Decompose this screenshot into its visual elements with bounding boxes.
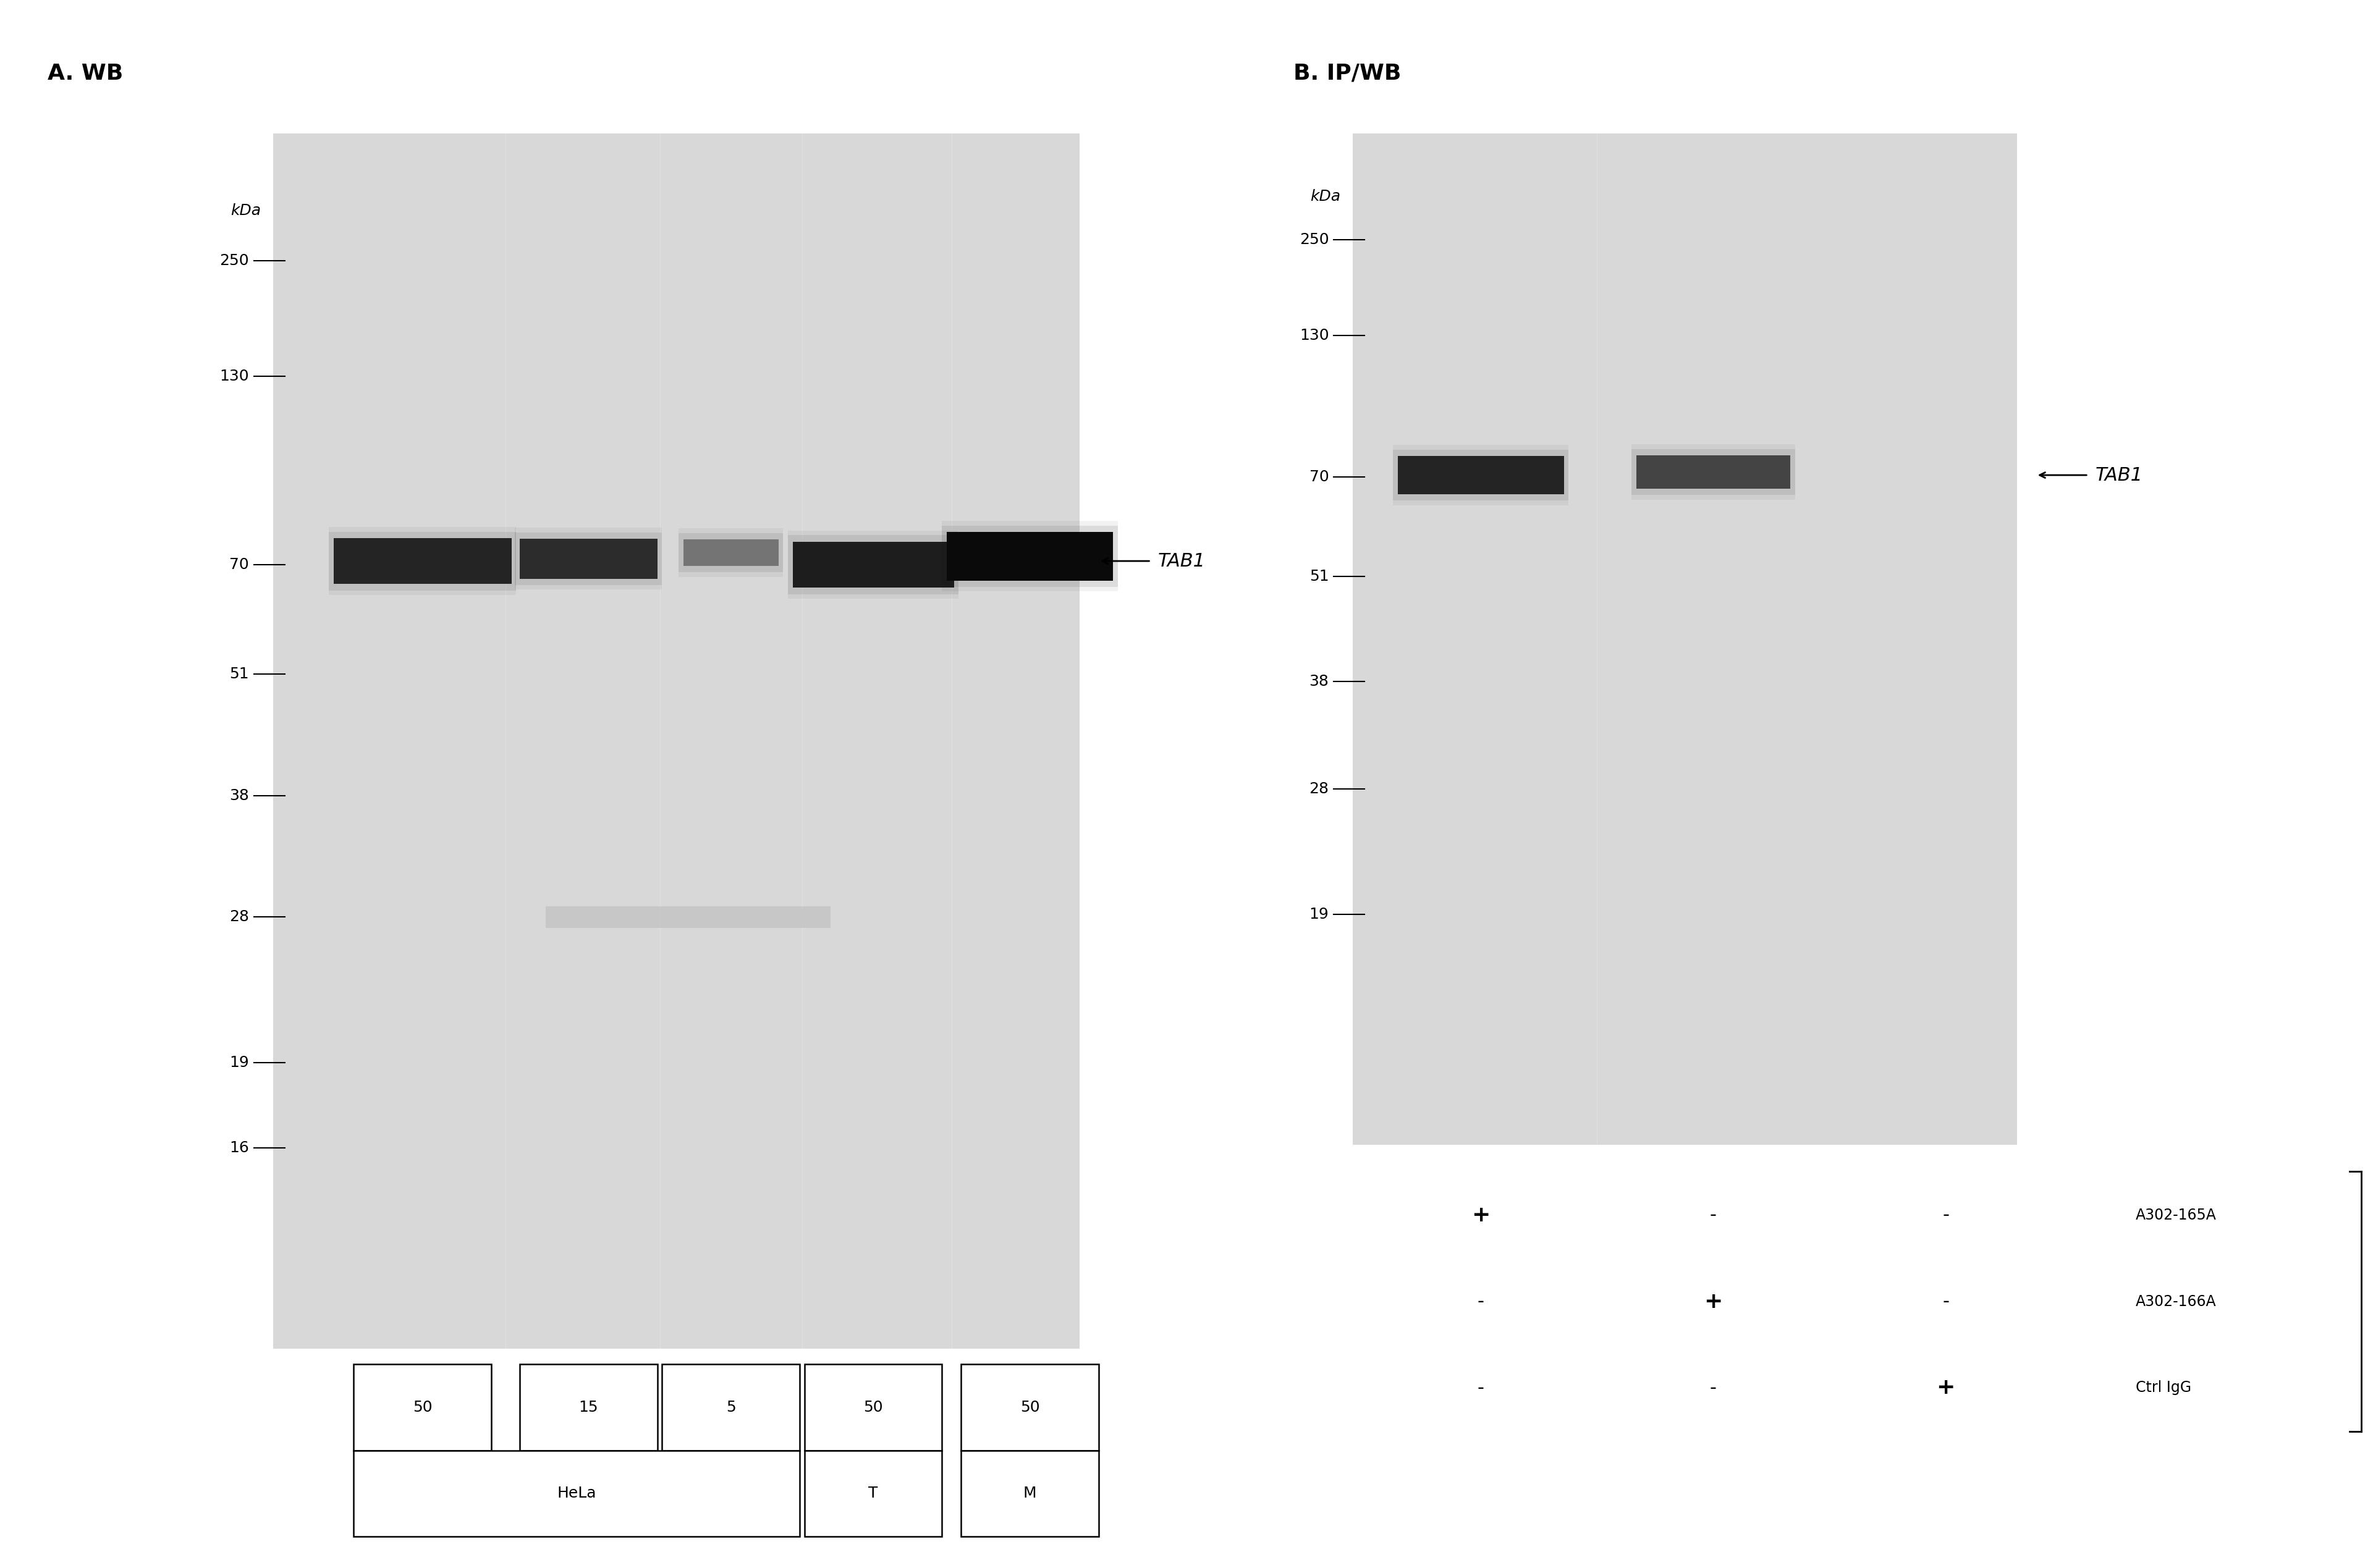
Bar: [947, 532, 1113, 580]
Bar: [679, 528, 783, 577]
Text: B. IP/WB: B. IP/WB: [1293, 63, 1400, 83]
Text: 19: 19: [230, 1055, 249, 1071]
Text: +: +: [1704, 1290, 1723, 1312]
Text: 70: 70: [230, 557, 249, 572]
Text: TAB1: TAB1: [2095, 466, 2143, 485]
Bar: [788, 530, 959, 599]
Bar: [1393, 450, 1569, 500]
Bar: [515, 532, 662, 585]
Text: 16: 16: [230, 1140, 249, 1156]
Bar: [332, 538, 513, 585]
Text: M: M: [1023, 1486, 1037, 1501]
Bar: [804, 1364, 942, 1450]
Bar: [520, 1364, 657, 1450]
Bar: [354, 1364, 491, 1450]
Text: TAB1: TAB1: [1158, 552, 1205, 571]
Text: 250: 250: [1300, 232, 1329, 246]
Text: 130: 130: [1300, 328, 1329, 343]
Text: 38: 38: [1310, 674, 1329, 688]
Text: +: +: [1471, 1204, 1490, 1226]
Bar: [679, 533, 783, 572]
Text: -: -: [1943, 1292, 1948, 1311]
Text: 50: 50: [864, 1400, 883, 1414]
Bar: [793, 541, 954, 588]
Text: 51: 51: [230, 666, 249, 682]
Bar: [788, 535, 959, 594]
Text: 28: 28: [1310, 781, 1329, 797]
Text: 50: 50: [1020, 1400, 1039, 1414]
Text: HeLa: HeLa: [558, 1486, 596, 1501]
Bar: [515, 527, 662, 590]
Text: Ctrl IgG: Ctrl IgG: [2136, 1380, 2190, 1396]
Text: kDa: kDa: [1310, 190, 1341, 204]
Text: 70: 70: [1310, 470, 1329, 485]
Bar: [1637, 455, 1789, 489]
Text: A302-166A: A302-166A: [2136, 1294, 2216, 1309]
Text: T: T: [869, 1486, 878, 1501]
Text: -: -: [1943, 1206, 1948, 1225]
Bar: [1393, 445, 1569, 505]
Text: -: -: [1711, 1378, 1716, 1397]
Bar: [961, 1364, 1099, 1450]
Bar: [804, 1450, 942, 1537]
Text: 19: 19: [1310, 906, 1329, 922]
Text: 51: 51: [1310, 569, 1329, 583]
Bar: [520, 538, 657, 579]
Text: 38: 38: [230, 789, 249, 803]
Bar: [546, 906, 831, 928]
Text: 5: 5: [726, 1400, 736, 1414]
Bar: [1353, 133, 2017, 1145]
Bar: [1398, 456, 1564, 494]
Text: 130: 130: [221, 368, 249, 384]
Text: -: -: [1478, 1378, 1483, 1397]
Bar: [354, 1450, 800, 1537]
Text: +: +: [1936, 1377, 1955, 1399]
Text: 28: 28: [230, 909, 249, 925]
Text: A. WB: A. WB: [47, 63, 123, 83]
Bar: [327, 527, 515, 596]
Text: -: -: [1711, 1206, 1716, 1225]
Text: -: -: [1478, 1292, 1483, 1311]
Bar: [942, 521, 1118, 591]
Bar: [327, 532, 515, 591]
Bar: [961, 1450, 1099, 1537]
Bar: [1633, 448, 1794, 495]
Text: 250: 250: [221, 254, 249, 268]
Bar: [662, 1364, 800, 1450]
Bar: [942, 525, 1118, 586]
Bar: [683, 539, 778, 566]
Text: A302-165A: A302-165A: [2136, 1207, 2216, 1223]
Bar: [273, 133, 1080, 1348]
Text: 50: 50: [413, 1400, 432, 1414]
Text: 15: 15: [579, 1400, 598, 1414]
Bar: [1633, 444, 1794, 500]
Text: kDa: kDa: [230, 204, 261, 218]
